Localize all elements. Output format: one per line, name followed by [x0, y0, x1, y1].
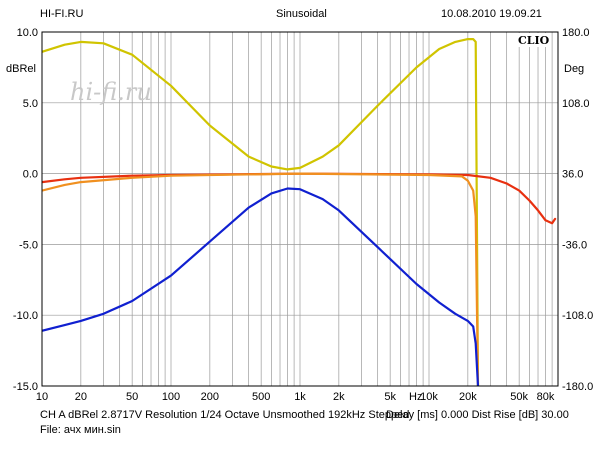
- x-tick-label: 10: [36, 391, 48, 403]
- x-tick-label: 2k: [333, 391, 345, 403]
- x-unit-label: Hz: [409, 391, 422, 403]
- y-tick-label: 0.0: [23, 169, 38, 181]
- x-tick-label: 20: [75, 391, 87, 403]
- series-line-2: [42, 172, 557, 225]
- y-tick-label: -5.0: [19, 239, 38, 251]
- y-tick-label: -10.0: [13, 310, 38, 322]
- footer-file: File: ачх мин.sin: [40, 424, 121, 436]
- y-tick-label: 5.0: [23, 98, 38, 110]
- x-tick-label: 10k: [420, 391, 438, 403]
- x-tick-label: 1k: [294, 391, 306, 403]
- plot-frame: [41, 31, 559, 387]
- y2-tick-label: 108.0: [562, 98, 590, 110]
- y2-tick-label: 36.0: [562, 169, 583, 181]
- y2-axis-label: Deg: [564, 63, 584, 75]
- footer-delay: Delay [ms] 0.000 Dist Rise [dB] 30.00: [386, 409, 569, 421]
- series-group: [42, 37, 557, 386]
- header-right: 10.08.2010 19.09.21: [441, 8, 542, 20]
- brand-label: CLIO: [518, 34, 550, 47]
- x-tick-label: 500: [252, 391, 270, 403]
- grid: [42, 32, 558, 386]
- series-line-4: [42, 187, 480, 386]
- x-tick-label: 100: [162, 391, 180, 403]
- y2-tick-label: 180.0: [562, 27, 590, 39]
- header-center: Sinusoidal: [276, 8, 327, 20]
- footer-settings: CH A dBRel 2.8717V Resolution 1/24 Octav…: [40, 409, 410, 421]
- x-tick-label: 80k: [537, 391, 555, 403]
- brand-background: [514, 33, 550, 47]
- x-tick-label: 50k: [510, 391, 528, 403]
- y-tick-label: 10.0: [17, 27, 38, 39]
- x-tick-label: 50: [126, 391, 138, 403]
- y2-tick-label: -180.0: [562, 381, 593, 393]
- x-tick-label: 5k: [384, 391, 396, 403]
- header-left: HI-FI.RU: [40, 8, 84, 20]
- y2-tick-label: -36.0: [562, 239, 587, 251]
- x-tick-label: 200: [201, 391, 219, 403]
- y2-tick-label: -108.0: [562, 310, 593, 322]
- y-axis-label: dBRel: [6, 63, 36, 75]
- watermark: hi-fi.ru: [70, 78, 152, 106]
- tick-labels: 10 20 50 100 200 500 1k 2k 5k 10k 20k 50k 80k 10.0 5.0…: [13, 27, 593, 403]
- x-tick-label: 20k: [459, 391, 477, 403]
- series-line-1: [42, 37, 480, 386]
- y-tick-label: -15.0: [13, 381, 38, 393]
- series-line-3: [42, 172, 480, 386]
